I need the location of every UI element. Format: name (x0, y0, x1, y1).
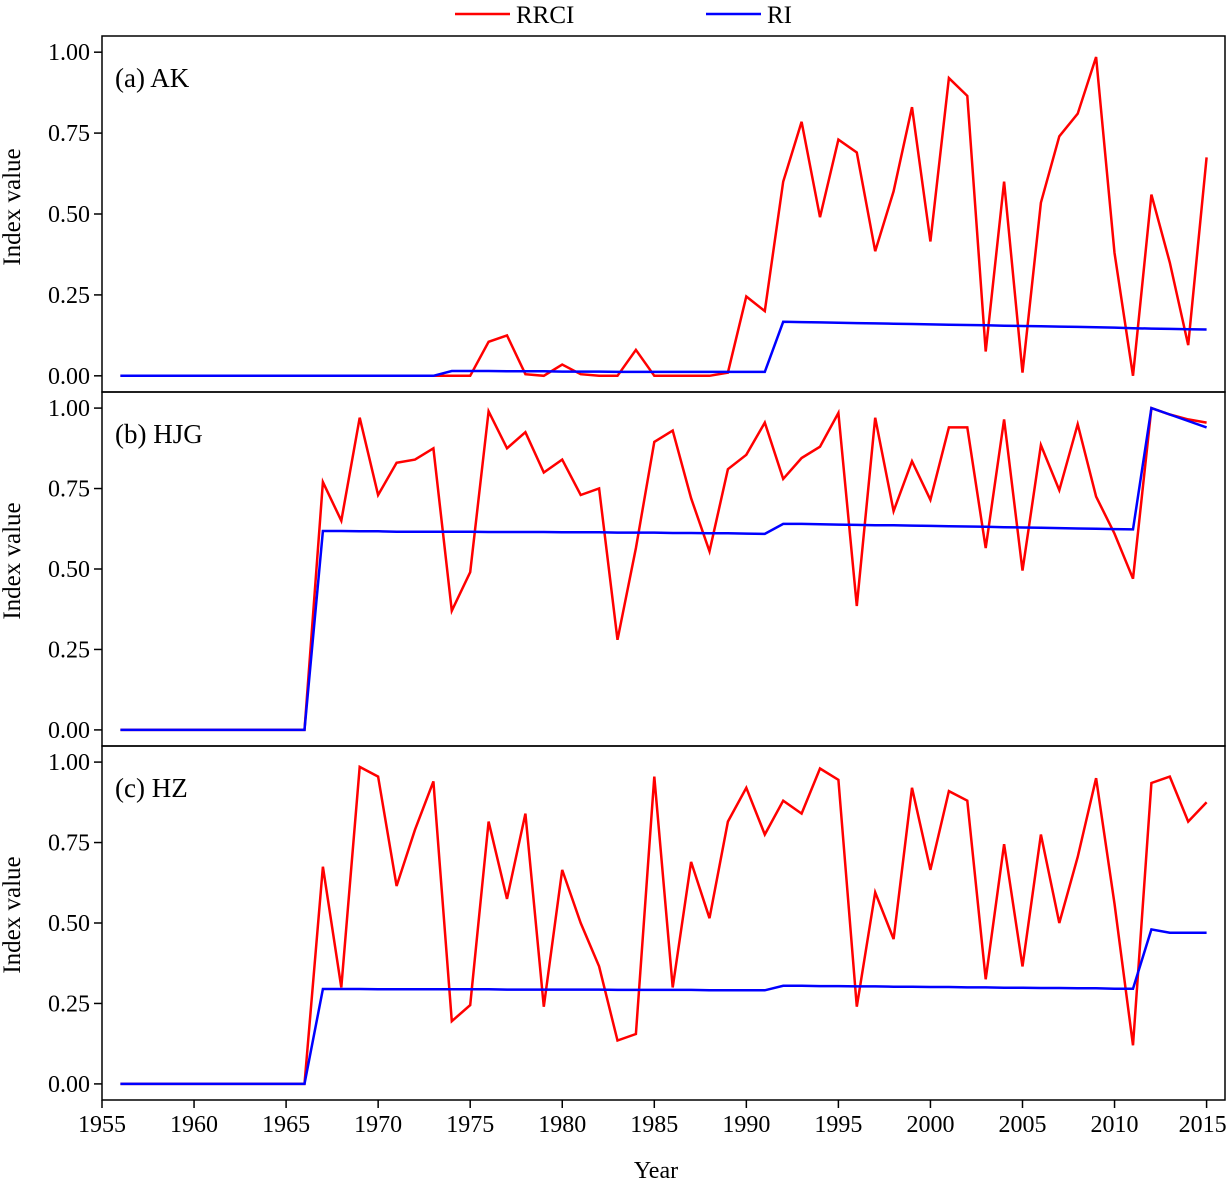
y-axis-title-panel-c: Index value (0, 856, 26, 973)
y-tick-label-c: 0.50 (48, 911, 90, 937)
panel-label-a: (a) AK (115, 63, 190, 93)
panel-b: 0.00 0.25 0.50 0.75 1.00 (48, 391, 1226, 747)
x-tick-label: 2000 (906, 1112, 954, 1138)
y-tick-label-c: 0.00 (48, 1072, 90, 1098)
x-tick-label: 1995 (814, 1112, 862, 1138)
y-tick-label-b: 1.00 (48, 396, 90, 422)
x-tick-label: 1965 (262, 1112, 310, 1138)
y-tick-label-c: 0.75 (48, 831, 90, 857)
series-line-rrci-panel-a (120, 56, 1208, 378)
y-tick-label-c: 0.25 (48, 991, 90, 1017)
series-line-ri-panel-c (120, 927, 1207, 1086)
y-tick-label-b: 0.00 (48, 718, 90, 744)
x-tick-label: 1990 (722, 1112, 770, 1138)
plot-frame-b (101, 391, 1226, 747)
y-tick-label-a: 1.00 (48, 40, 90, 66)
y-tick-label-a: 0.00 (48, 364, 90, 390)
x-tick-label: 2015 (1179, 1112, 1227, 1138)
panels-layer: 0.00 0.25 0.50 0.75 1.00 0.00 0.25 0.50 0.75 1.00… (48, 35, 1227, 1138)
plot-frame-a (101, 35, 1226, 393)
series-line-ri-panel-a (120, 320, 1207, 378)
x-tick-label: 1985 (630, 1112, 678, 1138)
x-tick-label: 1955 (78, 1112, 126, 1138)
legend-label-rrci: RRCI (516, 2, 574, 29)
y-tick-label-b: 0.25 (48, 637, 90, 663)
y-axis-title-panel-b: Index value (0, 502, 26, 619)
x-tick-label: 1975 (446, 1112, 494, 1138)
y-tick-label-a: 0.75 (48, 121, 90, 147)
panel-a: 0.00 0.25 0.50 0.75 1.00 (48, 35, 1226, 393)
x-tick-label: 1970 (354, 1112, 402, 1138)
x-tick-label: 1980 (538, 1112, 586, 1138)
x-tick-label: 2010 (1091, 1112, 1139, 1138)
y-tick-label-b: 0.50 (48, 557, 90, 583)
series-line-rrci-panel-c (120, 764, 1208, 1086)
series-line-ri-panel-b (120, 406, 1208, 732)
y-tick-label-b: 0.75 (48, 477, 90, 503)
legend: RRCI RI (455, 2, 792, 29)
x-tick-label: 2005 (998, 1112, 1046, 1138)
panel-label-c: (c) HZ (115, 773, 188, 803)
legend-label-ri: RI (767, 2, 792, 29)
panel-label-b: (b) HJG (115, 419, 203, 449)
panel-c: 0.00 0.25 0.50 0.75 1.00 (48, 745, 1226, 1101)
plot-frame-c (101, 745, 1226, 1101)
series-line-rrci-panel-b (120, 406, 1207, 732)
y-axis-title-panel-a: Index value (0, 148, 26, 265)
y-tick-label-a: 0.25 (48, 283, 90, 309)
x-axis-title: Year (634, 1158, 678, 1182)
x-tick-label: 1960 (170, 1112, 218, 1138)
y-tick-label-c: 1.00 (48, 750, 90, 776)
y-tick-label-a: 0.50 (48, 202, 90, 228)
